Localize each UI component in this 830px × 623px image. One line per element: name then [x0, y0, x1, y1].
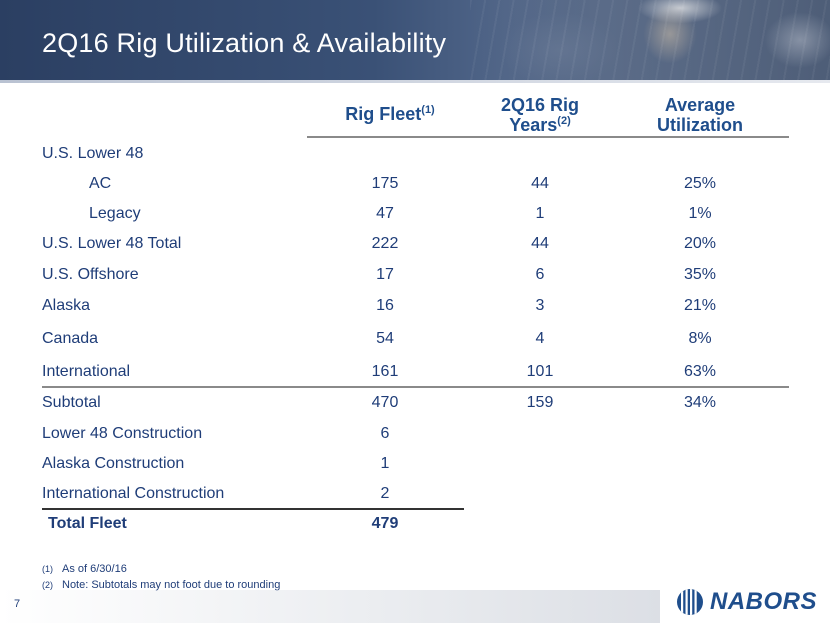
row-label: AC	[89, 175, 112, 192]
cell-rig-years: 6	[535, 266, 545, 283]
table-row: U.S. Lower 48	[0, 142, 830, 166]
column-header-label: 2Q16 Rig	[500, 95, 580, 115]
table-row-total: Total Fleet 479	[0, 512, 830, 536]
table-row: Subtotal 470 159 34%	[0, 391, 830, 415]
table-row: U.S. Offshore 17 6 35%	[0, 263, 830, 287]
table-row: Lower 48 Construction 6	[0, 422, 830, 446]
footnote-text: Note: Subtotals may not foot due to roun…	[62, 579, 281, 591]
cell-rig-fleet: 16	[376, 297, 394, 314]
cell-utilization: 35%	[683, 266, 717, 283]
banner-divider	[0, 80, 830, 83]
cell-rig-years: 3	[535, 297, 545, 314]
cell-rig-fleet: 2	[380, 485, 390, 502]
logo-text: NABORS	[710, 588, 818, 615]
row-label: Lower 48 Construction	[42, 425, 203, 442]
cell-rig-fleet: 479	[371, 515, 399, 532]
cell-rig-fleet: 161	[371, 363, 399, 380]
row-label: International Construction	[42, 485, 225, 502]
table-row: U.S. Lower 48 Total 222 44 20%	[0, 232, 830, 256]
row-label: U.S. Lower 48 Total	[42, 235, 182, 252]
total-divider	[42, 508, 464, 510]
column-header-label: Rig Fleet	[345, 104, 422, 124]
column-header-rig-fleet: Rig Fleet(1)	[330, 104, 450, 124]
table-row: Legacy 47 1 1%	[0, 202, 830, 226]
row-label: U.S. Lower 48	[42, 145, 144, 162]
nabors-logo-icon	[677, 589, 703, 615]
footnote-ref: (2)	[557, 115, 571, 127]
table-row: Alaska Construction 1	[0, 452, 830, 476]
row-label: Canada	[42, 330, 99, 347]
subtotal-divider	[42, 386, 789, 388]
cell-rig-years: 101	[526, 363, 554, 380]
cell-utilization: 1%	[688, 205, 712, 222]
column-header-utilization: Average Utilization	[635, 95, 765, 135]
table-row: Canada 54 4 8%	[0, 327, 830, 351]
page-number: 7	[14, 598, 21, 610]
footnote: (2) Note: Subtotals may not foot due to r…	[42, 579, 280, 591]
cell-rig-fleet: 47	[376, 205, 394, 222]
cell-rig-years: 44	[531, 235, 549, 252]
header-banner: 2Q16 Rig Utilization & Availability	[0, 0, 830, 80]
banner-texture	[470, 0, 830, 80]
column-header-rig-years: 2Q16 Rig Years(2)	[475, 95, 605, 135]
banner-photo	[470, 0, 830, 80]
footer-band	[0, 590, 660, 623]
row-label: Subtotal	[42, 394, 101, 411]
page-title: 2Q16 Rig Utilization & Availability	[42, 28, 447, 58]
cell-utilization: 21%	[683, 297, 717, 314]
table-row: International 161 101 63%	[0, 360, 830, 384]
cell-rig-fleet: 54	[376, 330, 394, 347]
cell-rig-fleet: 6	[380, 425, 390, 442]
cell-rig-fleet: 17	[376, 266, 394, 283]
footnote: (1) As of 6/30/16	[42, 563, 127, 575]
cell-rig-years: 4	[535, 330, 545, 347]
column-header-label: Utilization	[657, 115, 743, 135]
header-divider	[307, 136, 789, 138]
cell-utilization: 25%	[683, 175, 717, 192]
cell-rig-years: 159	[526, 394, 554, 411]
cell-utilization: 20%	[683, 235, 717, 252]
cell-rig-years: 1	[535, 205, 545, 222]
row-label: International	[42, 363, 131, 380]
column-header-label: Average	[664, 95, 736, 115]
footnote-text: As of 6/30/16	[62, 563, 127, 575]
cell-rig-fleet: 222	[371, 235, 399, 252]
company-logo: NABORS	[676, 586, 817, 618]
row-label: Alaska Construction	[42, 455, 185, 472]
row-label: Alaska	[42, 297, 91, 314]
cell-rig-fleet: 470	[371, 394, 399, 411]
cell-rig-years: 44	[531, 175, 549, 192]
footnote-ref: (1)	[421, 104, 435, 116]
table-row: AC 175 44 25%	[0, 172, 830, 196]
footnote-mark: (2)	[42, 580, 53, 590]
table-row: International Construction 2	[0, 482, 830, 506]
table-row: Alaska 16 3 21%	[0, 294, 830, 318]
cell-rig-fleet: 1	[380, 455, 390, 472]
column-header-label: Years	[509, 115, 558, 135]
row-label: Total Fleet	[48, 515, 127, 532]
row-label: U.S. Offshore	[42, 266, 139, 283]
footnote-mark: (1)	[42, 564, 53, 574]
cell-utilization: 63%	[683, 363, 717, 380]
cell-utilization: 34%	[683, 394, 717, 411]
cell-rig-fleet: 175	[371, 175, 399, 192]
cell-utilization: 8%	[688, 330, 712, 347]
row-label: Legacy	[89, 205, 141, 222]
